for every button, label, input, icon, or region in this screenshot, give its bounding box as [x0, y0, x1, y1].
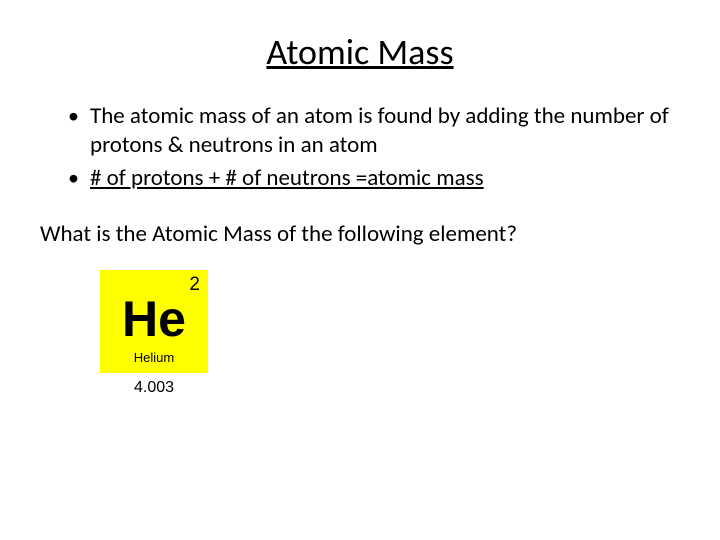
bullet-item: # of protons + # of neutrons =atomic mas… [68, 164, 680, 193]
atomic-mass-value: 4.003 [100, 379, 208, 397]
slide: Atomic Mass The atomic mass of an atom i… [0, 0, 720, 540]
element-tile: 2 He Helium [100, 270, 208, 373]
element-name: Helium [104, 350, 204, 365]
question-text: What is the Atomic Mass of the following… [40, 220, 680, 248]
slide-title: Atomic Mass [40, 30, 680, 74]
bullet-text: # of protons + # of neutrons =atomic mas… [90, 164, 484, 192]
bullet-list: The atomic mass of an atom is found by a… [40, 102, 680, 192]
bullet-text: The atomic mass of an atom is found by a… [90, 102, 669, 159]
element-symbol: He [104, 294, 204, 344]
atomic-number: 2 [189, 274, 200, 296]
bullet-item: The atomic mass of an atom is found by a… [68, 102, 680, 160]
element-tile-container: 2 He Helium 4.003 [40, 270, 680, 397]
